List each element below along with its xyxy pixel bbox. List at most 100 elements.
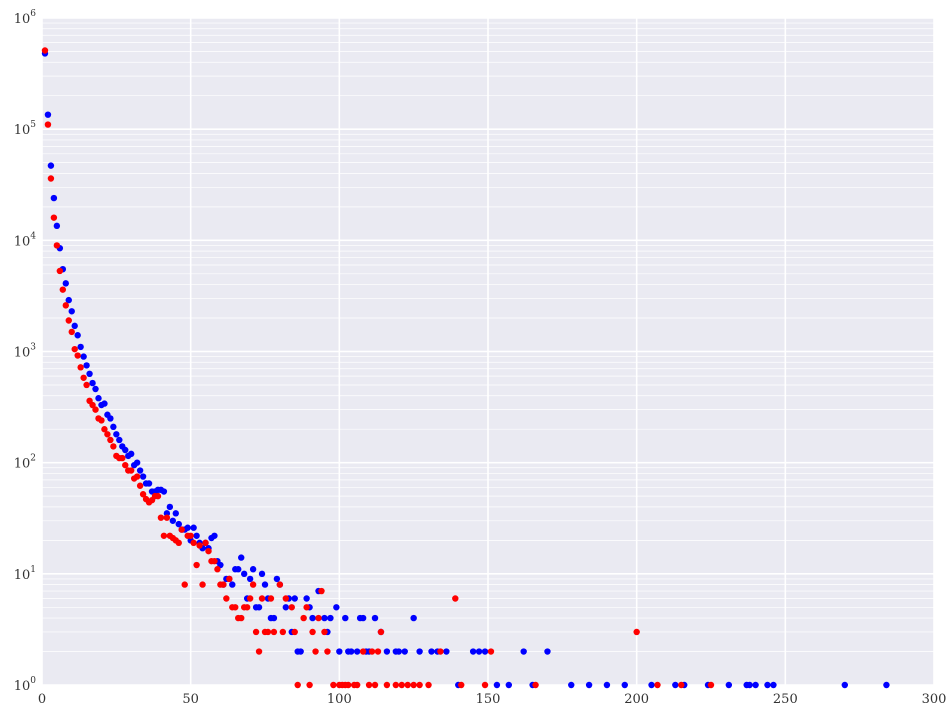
data-point xyxy=(202,539,209,547)
data-point xyxy=(258,570,266,578)
data-point xyxy=(321,628,328,636)
data-point xyxy=(113,431,120,438)
data-point xyxy=(243,604,251,611)
data-point xyxy=(255,648,263,655)
data-point xyxy=(160,532,168,539)
data-point xyxy=(172,510,179,517)
data-point xyxy=(318,587,325,595)
data-point xyxy=(672,681,679,689)
data-point xyxy=(621,681,628,689)
data-point xyxy=(53,242,61,249)
data-point xyxy=(374,648,382,655)
data-point xyxy=(116,436,123,444)
data-point xyxy=(89,401,96,409)
data-point xyxy=(365,681,373,689)
data-point xyxy=(443,648,450,655)
y-tick-label: 106 xyxy=(14,9,37,27)
data-point xyxy=(255,604,263,611)
data-point xyxy=(211,557,218,565)
data-point xyxy=(383,681,391,689)
data-point xyxy=(252,628,260,636)
data-point xyxy=(401,648,408,655)
data-point xyxy=(303,604,310,611)
data-point xyxy=(110,443,117,450)
data-point xyxy=(139,473,147,480)
data-point xyxy=(235,566,242,573)
data-point xyxy=(276,581,284,588)
data-point xyxy=(371,681,379,689)
data-point xyxy=(56,267,64,275)
data-point xyxy=(437,648,444,655)
data-point xyxy=(80,353,87,360)
data-point xyxy=(229,581,236,588)
data-point xyxy=(136,467,144,474)
data-point xyxy=(282,595,290,602)
data-point xyxy=(92,406,99,413)
x-tick-label: 0 xyxy=(38,692,46,707)
data-point xyxy=(232,604,239,611)
data-point xyxy=(654,681,661,689)
data-point xyxy=(101,426,108,433)
data-point xyxy=(122,461,129,469)
data-point xyxy=(481,681,489,689)
data-point xyxy=(425,681,432,689)
data-point xyxy=(246,575,254,583)
data-point xyxy=(321,614,328,622)
data-point xyxy=(166,503,174,511)
data-point xyxy=(65,317,72,324)
data-point xyxy=(178,526,185,533)
data-point xyxy=(77,343,84,351)
data-point xyxy=(416,648,423,655)
data-point xyxy=(44,121,52,128)
data-point xyxy=(98,417,105,424)
data-point xyxy=(128,467,135,474)
data-point xyxy=(68,308,75,315)
data-point xyxy=(532,681,539,689)
data-point xyxy=(53,222,61,230)
data-point xyxy=(291,595,298,602)
data-point xyxy=(264,628,272,636)
data-point xyxy=(487,648,495,655)
data-point xyxy=(303,595,310,602)
data-point xyxy=(240,570,248,578)
data-point xyxy=(95,395,102,402)
data-point xyxy=(83,362,90,369)
y-tick-label: 104 xyxy=(14,231,37,249)
data-point xyxy=(493,681,501,689)
data-point xyxy=(752,681,759,689)
data-point xyxy=(83,381,90,389)
data-point xyxy=(395,648,402,655)
data-point xyxy=(383,648,391,655)
x-tick-label: 250 xyxy=(773,692,798,707)
data-point xyxy=(119,454,126,462)
data-point xyxy=(157,514,165,521)
data-point xyxy=(246,595,254,602)
data-point xyxy=(47,175,55,182)
data-point xyxy=(300,614,307,622)
data-point xyxy=(50,194,58,202)
x-axis-ticks: 0 50 100 150 200 250 300 xyxy=(38,692,947,707)
data-point xyxy=(71,345,78,353)
data-point xyxy=(309,614,316,622)
data-point xyxy=(291,628,298,636)
data-point xyxy=(249,566,257,573)
data-point xyxy=(41,47,49,54)
data-point xyxy=(294,681,301,689)
data-point xyxy=(187,532,194,539)
y-tick-label: 101 xyxy=(14,565,36,583)
data-point xyxy=(327,614,334,622)
data-point xyxy=(306,681,313,689)
x-tick-label: 300 xyxy=(922,692,947,707)
data-point xyxy=(193,561,200,569)
data-point xyxy=(136,482,144,489)
data-point xyxy=(333,604,340,611)
data-point xyxy=(190,524,197,531)
data-point xyxy=(190,539,197,547)
data-point xyxy=(345,681,352,689)
data-point xyxy=(163,514,171,521)
data-point xyxy=(505,681,513,689)
data-point xyxy=(353,681,361,689)
data-point xyxy=(128,450,135,458)
data-point xyxy=(175,520,182,528)
